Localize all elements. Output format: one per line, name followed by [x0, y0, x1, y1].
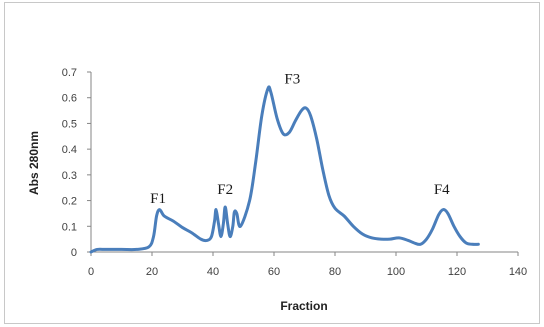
- y-tick-label: 0.2: [62, 196, 77, 208]
- peak-label: F1: [150, 191, 166, 207]
- y-tick-label: 0.3: [62, 170, 77, 182]
- chart-axes: [90, 72, 518, 253]
- series-line: [89, 85, 480, 254]
- x-tick-label: 60: [268, 266, 280, 278]
- x-axis-title: Fraction: [280, 299, 327, 313]
- peak-label: F3: [284, 71, 300, 87]
- x-tick-label: 120: [448, 266, 466, 278]
- x-tick-label: 40: [207, 266, 219, 278]
- y-axis-title: Abs 280nm: [27, 131, 41, 195]
- peak-label: F4: [434, 182, 450, 198]
- x-tick-label: 140: [509, 266, 527, 278]
- x-tick-label: 100: [387, 266, 405, 278]
- y-tick-label: 0.7: [62, 67, 77, 79]
- x-tick-label: 0: [88, 266, 94, 278]
- y-tick-label: 0.6: [62, 93, 77, 105]
- peak-label: F2: [217, 182, 233, 198]
- y-tick-label: 0.1: [62, 221, 77, 233]
- peak-annotations: F1 F2 F3 F4: [150, 71, 450, 207]
- y-axis-ticks: 0 0.1 0.2 0.3 0.4 0.5 0.6 0.7: [62, 67, 91, 259]
- chart-frame: [4, 2, 540, 324]
- y-tick-label: 0: [71, 247, 77, 259]
- x-axis-ticks: 0 20 40 60 80 100 120 140: [88, 252, 527, 278]
- x-tick-label: 80: [329, 266, 341, 278]
- y-tick-label: 0.5: [62, 118, 77, 130]
- chart-series: [89, 85, 480, 254]
- x-tick-label: 20: [146, 266, 158, 278]
- y-tick-label: 0.4: [62, 144, 77, 156]
